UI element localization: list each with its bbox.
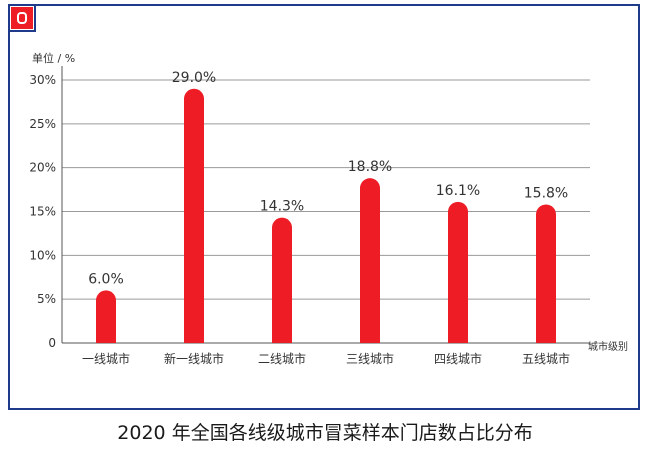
y-tick-label: 25% (29, 117, 56, 131)
x-tick-label: 二线城市 (258, 351, 306, 366)
bar (448, 201, 468, 343)
x-tick-label: 新一线城市 (164, 351, 224, 366)
red-square-bracket-logo-icon (8, 4, 36, 32)
data-label: 18.8% (348, 159, 392, 175)
data-label: 6.0% (88, 271, 124, 287)
data-label: 14.3% (260, 199, 304, 215)
x-tick-label: 五线城市 (522, 351, 570, 366)
chart-caption: 2020 年全国各线级城市冒菜样本门店数占比分布 (117, 422, 533, 444)
bar (96, 290, 116, 343)
data-label: 15.8% (524, 185, 568, 201)
y-tick-label: 5% (37, 292, 56, 306)
bar (536, 204, 556, 343)
x-tick-label: 四线城市 (434, 351, 482, 366)
bar (360, 178, 380, 343)
y-axis-label: 单位 / % (32, 51, 75, 65)
y-tick-label: 30% (29, 73, 56, 87)
x-tick-label: 一线城市 (82, 351, 130, 366)
bar (184, 88, 204, 344)
x-axis-label: 城市级别 (588, 340, 628, 353)
y-tick-label: 15% (29, 205, 56, 219)
bar-chart: 单位 / % 0 5% 10% 15% 20% 25% 30% 6.0% 一线城市 29.0% 新一线… (29, 51, 628, 366)
y-tick-label: 20% (29, 161, 56, 175)
bar (272, 217, 292, 343)
data-label: 16.1% (436, 183, 480, 199)
data-label: 29.0% (172, 70, 216, 86)
y-tick-label: 10% (29, 248, 56, 262)
x-tick-label: 三线城市 (346, 351, 394, 366)
y-tick-label: 0 (48, 336, 56, 350)
